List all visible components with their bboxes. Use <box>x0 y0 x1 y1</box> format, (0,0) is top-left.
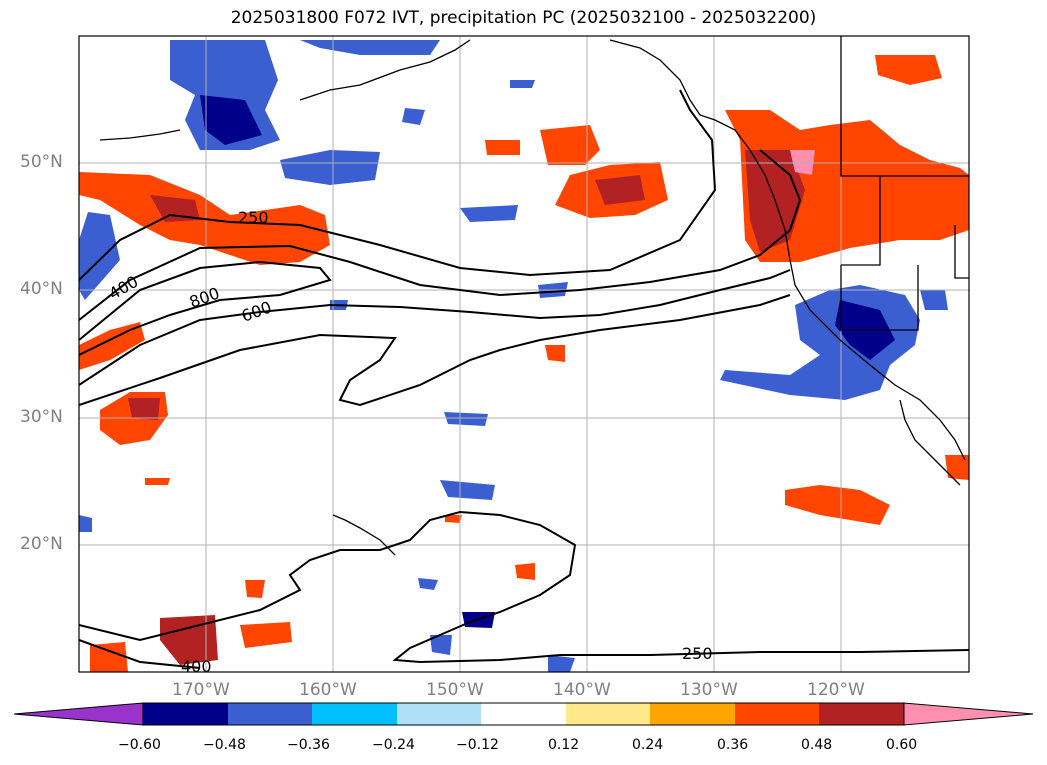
colorbar-extend-min <box>13 702 144 726</box>
colorbar-frame <box>142 702 905 726</box>
colorbar <box>13 702 1034 726</box>
colorbar-segment <box>481 703 566 725</box>
contour-label: 400 <box>181 657 212 676</box>
longitude-label: 130°W <box>680 680 738 700</box>
latitude-label: 30°N <box>20 407 63 427</box>
latitude-label: 20°N <box>20 534 63 554</box>
coastlines <box>99 36 969 556</box>
longitude-label: 140°W <box>553 680 611 700</box>
colorbar-segment <box>735 703 819 725</box>
map-border <box>78 35 970 673</box>
longitude-label: 150°W <box>426 680 484 700</box>
colorbar-tick-label: −0.12 <box>456 737 499 753</box>
colorbar-segment <box>397 703 481 725</box>
longitude-label: 160°W <box>299 680 357 700</box>
latitude-label: 50°N <box>20 152 63 172</box>
colorbar-tick-label: 0.60 <box>886 737 918 753</box>
colorbar-segment <box>566 703 650 725</box>
colorbar-tick-label: 0.24 <box>632 737 664 753</box>
colorbar-tick-label: −0.48 <box>203 737 246 753</box>
ivt-contours <box>79 89 969 669</box>
colorbar-extend-max <box>903 702 1034 726</box>
graticule <box>79 36 969 672</box>
latitude-label: 40°N <box>20 279 63 299</box>
contour-label: 250 <box>238 208 269 227</box>
colorbar-tick-label: −0.60 <box>118 737 161 753</box>
colorbar-tick-label: −0.24 <box>372 737 415 753</box>
contour-label: 250 <box>682 644 713 663</box>
colorbar-tick-label: 0.36 <box>717 737 749 753</box>
colorbar-tick-label: 0.12 <box>548 737 580 753</box>
colorbar-segment <box>143 703 228 725</box>
colorbar-tick-label: 0.48 <box>801 737 833 753</box>
map-title: 2025031800 F072 IVT, precipitation PC (2… <box>230 8 817 28</box>
negative-anomaly-regions <box>79 40 948 672</box>
positive-anomaly-regions <box>79 55 969 672</box>
colorbar-segment <box>228 703 312 725</box>
colorbar-tick-label: −0.36 <box>287 737 330 753</box>
colorbar-segment <box>650 703 735 725</box>
colorbar-segment <box>819 703 904 725</box>
longitude-label: 170°W <box>172 680 230 700</box>
longitude-label: 120°W <box>807 680 865 700</box>
colorbar-segment <box>312 703 397 725</box>
